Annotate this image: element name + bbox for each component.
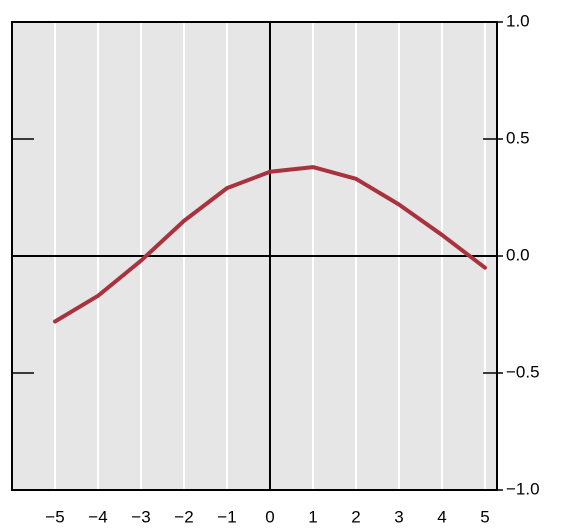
x-tick-label: −2 <box>174 507 193 526</box>
data-line <box>52 165 487 324</box>
x-tick-label: 1 <box>308 507 317 526</box>
x-tick-label: 2 <box>351 507 360 526</box>
x-tick-label: −3 <box>131 507 150 526</box>
x-tick-label: 0 <box>265 507 274 526</box>
x-tick-label: 3 <box>394 507 403 526</box>
y-tick-label: −0.5 <box>506 362 540 381</box>
plot-frame <box>11 21 498 491</box>
y-tick-label: 1.0 <box>506 11 530 30</box>
x-tick-label: −4 <box>88 507 107 526</box>
y-tick-label: −1.0 <box>506 479 540 498</box>
x-tick-label: −5 <box>45 507 64 526</box>
x-tick-label: 4 <box>437 507 446 526</box>
x-tick-label: 5 <box>480 507 489 526</box>
x-tick-label: −1 <box>217 507 236 526</box>
y-tick-label: 0.0 <box>506 245 530 264</box>
y-tick-label: 0.5 <box>506 128 530 147</box>
